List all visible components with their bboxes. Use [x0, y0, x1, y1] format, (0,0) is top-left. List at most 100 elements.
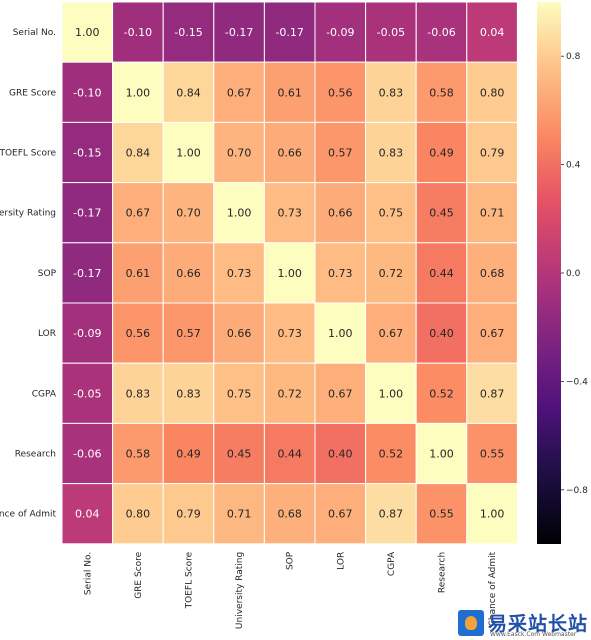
heatmap-cell — [61, 1, 114, 63]
heatmap-cell — [162, 483, 215, 545]
heatmap-cell — [162, 121, 215, 184]
column-tick-label: GRE Score — [134, 551, 144, 598]
cell-annotation: 1.00 — [126, 86, 151, 99]
heatmap-cell — [466, 302, 518, 364]
cell-annotation: 1.00 — [227, 207, 252, 220]
heatmap-cell — [365, 483, 417, 545]
cell-annotation: 1.00 — [328, 327, 353, 340]
cell-annotation: -0.06 — [427, 26, 455, 39]
cell-annotation: -0.15 — [73, 147, 101, 160]
heatmap-cell — [263, 121, 316, 184]
cell-annotation: 0.84 — [126, 147, 151, 160]
colorbar: 0.8 0.4 0.0 −0.4 −0.8 — [537, 2, 588, 544]
row-tick-label: TOEFL Score — [0, 149, 56, 159]
watermark: 易采站长站 Www.Easck.Com Webmaster — [456, 608, 591, 640]
column-tick-label: SOP — [286, 551, 296, 570]
row-tick-label: Chance of Admit — [0, 510, 56, 520]
heatmap-cell — [112, 302, 164, 364]
colorbar-ticks: 0.8 0.4 0.0 −0.4 −0.8 — [561, 52, 588, 496]
cell-annotation: 0.66 — [328, 207, 353, 220]
watermark-logo-icon — [458, 610, 484, 636]
heatmap-cell — [263, 422, 316, 485]
cell-annotation: 0.70 — [176, 207, 201, 220]
watermark-subtitle: Www.Easck.Com Webmaster — [490, 631, 577, 638]
cell-annotation: 0.75 — [379, 207, 404, 220]
heatmap-cell — [314, 242, 367, 304]
column-tick-label: TOEFL Score — [185, 551, 195, 609]
row-tick-labels: Serial No. GRE Score TOEFL Score University… — [0, 28, 57, 520]
colorbar-tick-label: 0.4 — [566, 161, 581, 171]
heatmap-cell — [365, 121, 417, 184]
row-tick-label: University Rating — [0, 209, 56, 219]
heatmap-cell — [415, 61, 468, 123]
heatmap-cell — [466, 422, 518, 485]
heatmap-cell — [162, 422, 215, 485]
cell-annotation: 0.73 — [277, 327, 302, 340]
cell-annotation: 0.55 — [480, 448, 505, 461]
cell-annotation: 0.61 — [277, 86, 302, 99]
cell-annotation: 0.52 — [429, 387, 454, 400]
heatmap-cell — [213, 483, 265, 545]
cell-annotation: -0.06 — [73, 448, 101, 461]
heatmap-cell — [61, 362, 114, 424]
cell-annotation: 1.00 — [480, 508, 505, 521]
heatmap-cell — [466, 182, 518, 244]
heatmap-cell — [365, 362, 417, 424]
heatmap-cell — [263, 302, 316, 364]
cell-annotation: 0.49 — [176, 448, 201, 461]
cell-annotation: 1.00 — [277, 267, 302, 280]
heatmap-cell — [415, 1, 468, 63]
cell-annotation: 0.52 — [379, 448, 404, 461]
heatmap-cell — [162, 302, 215, 364]
heatmap-cell — [112, 121, 164, 184]
column-tick-label: University Rating — [235, 552, 245, 629]
cell-annotation: 0.44 — [429, 267, 454, 280]
cell-annotation: -0.15 — [174, 26, 202, 39]
heatmap-annotations: 1.00 -0.10 -0.15 -0.17 -0.17 -0.09 -0.05 -0.06 0… — [73, 26, 504, 521]
heatmap-cell — [263, 483, 316, 545]
cell-annotation: 0.49 — [429, 147, 454, 160]
cell-annotation: -0.05 — [73, 387, 101, 400]
heatmap-cell — [61, 61, 114, 123]
row-tick-label: LOR — [38, 329, 56, 339]
colorbar-tick-label: 0.8 — [566, 52, 581, 62]
heatmap-cell — [263, 362, 316, 424]
cell-annotation: 0.67 — [126, 207, 151, 220]
cell-annotation: -0.17 — [225, 26, 253, 39]
cell-annotation: -0.17 — [73, 207, 101, 220]
heatmap-cell — [365, 422, 417, 485]
cell-annotation: 0.57 — [176, 327, 201, 340]
cell-annotation: 0.79 — [176, 508, 201, 521]
cell-annotation: 0.66 — [227, 327, 252, 340]
heatmap-cell — [263, 61, 316, 123]
cell-annotation: 0.72 — [379, 267, 404, 280]
heatmap-cell — [466, 121, 518, 184]
cell-annotation: -0.09 — [73, 327, 101, 340]
row-tick-label: GRE Score — [9, 88, 56, 98]
cell-annotation: 0.71 — [227, 508, 252, 521]
column-tick-label: Chance of Admit — [488, 551, 498, 626]
cell-annotation: -0.17 — [73, 267, 101, 280]
cell-annotation: 0.79 — [480, 147, 505, 160]
heatmap-cell — [466, 242, 518, 304]
heatmap-cell — [112, 362, 164, 424]
cell-annotation: 0.73 — [328, 267, 353, 280]
heatmap-cell — [112, 483, 164, 545]
heatmap-cell — [314, 1, 367, 63]
cell-annotation: 0.68 — [480, 267, 505, 280]
cell-annotation: 0.87 — [480, 387, 505, 400]
heatmap-cell — [162, 242, 215, 304]
cell-annotation: 0.44 — [277, 448, 302, 461]
cell-annotation: -0.17 — [275, 26, 303, 39]
cell-annotation: 0.72 — [277, 387, 302, 400]
cell-annotation: 0.56 — [328, 86, 353, 99]
heatmap-cell — [61, 483, 114, 545]
cell-annotation: 0.87 — [379, 508, 404, 521]
column-tick-label: LOR — [336, 552, 346, 570]
cell-annotation: 0.80 — [480, 86, 505, 99]
heatmap-cell — [61, 242, 114, 304]
heatmap-cell — [466, 483, 518, 545]
cell-annotation: 0.66 — [277, 147, 302, 160]
cell-annotation: 0.58 — [429, 86, 454, 99]
